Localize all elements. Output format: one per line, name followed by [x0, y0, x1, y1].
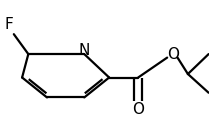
- Text: O: O: [132, 102, 144, 117]
- Text: N: N: [79, 43, 90, 58]
- Text: O: O: [167, 47, 179, 62]
- Text: F: F: [4, 17, 13, 32]
